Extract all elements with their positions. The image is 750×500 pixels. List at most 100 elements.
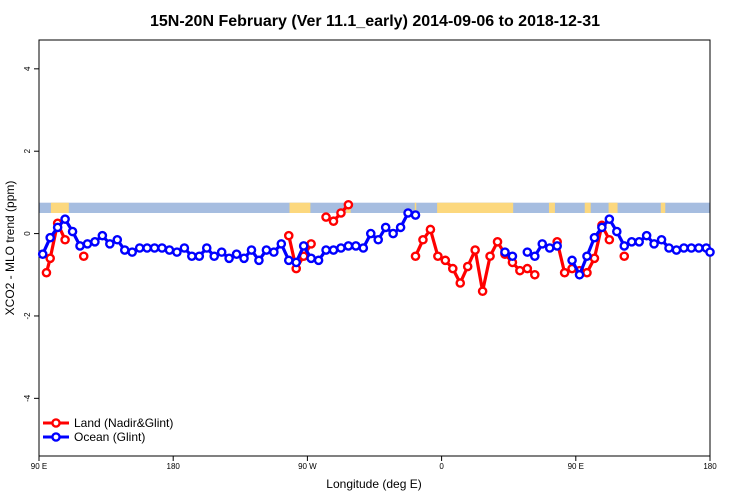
- data-point-1-0-28: [246, 245, 257, 255]
- data-point-1-0-22: [201, 243, 212, 253]
- ocean-mask-band: [39, 202, 710, 213]
- data-point-1-3-13: [664, 243, 674, 253]
- data-point-0-5-4: [582, 267, 592, 278]
- series-layer: [37, 199, 715, 297]
- data-point-0-4-14: [515, 265, 525, 276]
- x-tick-label-4: 90 E: [568, 462, 584, 471]
- y-tick-label-4: 4: [23, 66, 32, 71]
- land-mask-band-7: [608, 202, 618, 213]
- data-point-1-0-5: [75, 241, 85, 251]
- data-point-1-0-29: [254, 255, 264, 266]
- data-point-1-0-3: [60, 214, 70, 224]
- data-point-1-0-49: [403, 208, 413, 218]
- data-point-1-0-34: [291, 257, 302, 268]
- data-point-0-1-0: [78, 251, 89, 262]
- land-mask-band-5: [548, 202, 555, 213]
- legend: Land (Nadir&Glint)Ocean (Glint): [43, 416, 173, 444]
- data-point-1-3-3: [589, 232, 600, 243]
- data-point-0-4-2: [425, 224, 436, 235]
- data-point-0-4-15: [522, 263, 533, 274]
- data-point-1-0-12: [127, 247, 137, 257]
- data-point-0-4-9: [477, 286, 488, 297]
- data-point-1-0-32: [276, 239, 287, 249]
- x-axis: 90 E 180 90 W 0 90 E 180: [31, 456, 717, 471]
- data-point-0-5-5: [589, 253, 600, 264]
- data-point-1-0-1: [45, 232, 55, 243]
- data-point-1-3-2: [582, 251, 592, 262]
- data-point-1-3-0: [567, 255, 577, 266]
- data-point-1-3-9: [634, 237, 644, 247]
- y-tick-label-3: 2: [23, 148, 32, 153]
- data-point-1-0-40: [336, 243, 346, 253]
- data-point-1-3-14: [671, 245, 682, 255]
- data-point-1-1-0: [500, 247, 510, 257]
- land-mask-band-8: [660, 202, 666, 213]
- data-point-1-0-37: [313, 255, 324, 266]
- data-point-1-0-0: [37, 249, 48, 259]
- series-ocean: [37, 208, 715, 280]
- data-point-1-0-23: [209, 251, 220, 262]
- legend-label-1: Ocean (Glint): [74, 430, 145, 444]
- data-point-1-0-18: [172, 247, 182, 257]
- data-point-1-2-4: [552, 241, 562, 251]
- data-point-0-2-0: [283, 230, 294, 241]
- legend-label-0: Land (Nadir&Glint): [74, 416, 173, 430]
- data-point-1-3-16: [686, 243, 697, 253]
- data-point-1-0-47: [388, 228, 398, 239]
- data-point-1-3-10: [641, 230, 652, 241]
- data-point-1-0-41: [343, 241, 354, 251]
- data-point-0-5-1: [559, 267, 570, 278]
- data-point-1-0-11: [119, 245, 130, 255]
- data-point-0-6-0: [619, 251, 630, 262]
- x-tick-label-0: 90 E: [31, 462, 47, 471]
- data-point-1-0-35: [298, 241, 309, 251]
- data-point-0-3-0: [321, 212, 331, 222]
- data-point-0-4-5: [447, 263, 458, 274]
- x-tick-label-1: 180: [167, 462, 181, 471]
- data-point-1-3-19: [705, 247, 715, 257]
- data-point-1-3-6: [612, 226, 622, 237]
- y-tick-label-1: -2: [23, 312, 32, 320]
- data-point-1-0-38: [321, 245, 331, 255]
- data-point-1-2-1: [529, 251, 540, 262]
- data-point-1-3-4: [597, 222, 607, 233]
- series-line-0-4: [414, 227, 536, 293]
- data-point-0-4-1: [418, 234, 428, 245]
- data-point-1-0-15: [149, 243, 160, 253]
- data-point-1-0-2: [52, 222, 63, 233]
- data-point-1-0-44: [365, 228, 376, 239]
- land-mask-band-0: [50, 202, 69, 213]
- data-point-1-3-11: [649, 239, 659, 249]
- data-point-1-0-43: [358, 243, 369, 253]
- data-point-0-0-3: [60, 234, 70, 245]
- x-tick-label-3: 0: [439, 462, 444, 471]
- land-mask-band-6: [584, 202, 591, 213]
- data-point-0-3-3: [343, 199, 354, 210]
- data-point-0-0-1: [45, 253, 55, 264]
- data-point-1-3-17: [694, 243, 704, 253]
- y-axis: -4 -2 0 2 4: [23, 66, 39, 402]
- data-point-1-0-30: [261, 245, 272, 255]
- data-point-1-0-25: [224, 253, 234, 264]
- data-point-1-0-26: [231, 249, 242, 259]
- x-tick-label-5: 180: [703, 462, 717, 471]
- data-point-1-0-20: [187, 251, 197, 262]
- data-point-0-3-1: [328, 216, 339, 227]
- land-mask-band-1: [289, 202, 311, 213]
- data-point-0-4-16: [529, 269, 540, 280]
- data-point-1-0-21: [194, 251, 205, 262]
- data-point-0-5-7: [604, 234, 615, 245]
- data-point-1-0-10: [112, 234, 123, 245]
- data-point-0-0-0: [41, 267, 52, 278]
- data-point-0-4-7: [462, 261, 473, 272]
- data-point-0-3-2: [336, 208, 346, 218]
- y-tick-label-0: -4: [23, 394, 32, 402]
- data-point-1-0-4: [67, 226, 78, 237]
- data-point-1-0-45: [373, 234, 384, 245]
- data-point-1-0-24: [216, 247, 227, 257]
- legend-marker-1: [51, 432, 61, 442]
- land-mask-band-3: [414, 202, 417, 213]
- data-point-0-4-0: [410, 251, 421, 262]
- data-point-0-4-4: [440, 255, 451, 266]
